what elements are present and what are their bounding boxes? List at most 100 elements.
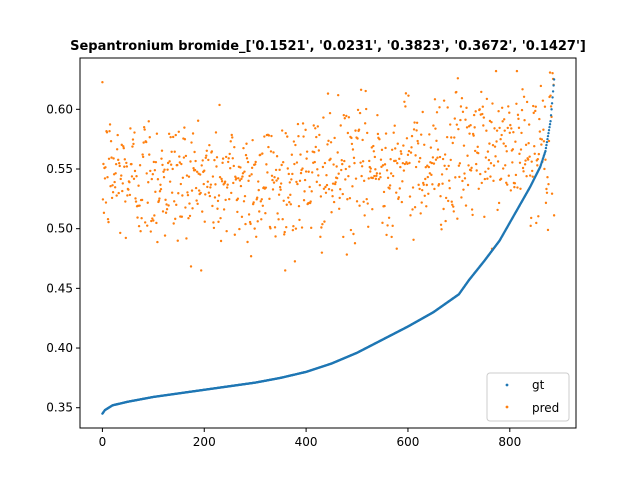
pred-point [347, 174, 350, 178]
pred-point [244, 222, 247, 226]
pred-point [193, 150, 196, 154]
pred-point [248, 220, 252, 224]
pred-point [546, 176, 549, 179]
pred-point [183, 126, 186, 129]
pred-point [291, 172, 294, 176]
pred-point [430, 161, 434, 165]
pred-point [360, 165, 364, 168]
pred-point [125, 165, 129, 168]
pred-point [419, 212, 422, 215]
pred-point [363, 122, 367, 125]
pred-point [271, 178, 274, 182]
pred-point [285, 203, 288, 206]
pred-point [483, 177, 487, 181]
pred-point [289, 203, 293, 206]
pred-point [311, 171, 314, 174]
pred-point [522, 95, 526, 98]
pred-point [398, 157, 401, 161]
pred-point [210, 150, 214, 153]
pred-point [388, 184, 392, 187]
pred-point [381, 221, 384, 225]
pred-point [180, 162, 183, 166]
pred-point [484, 156, 488, 159]
pred-point [350, 142, 354, 146]
pred-point [264, 186, 268, 189]
pred-point [501, 167, 505, 170]
pred-point [242, 200, 246, 203]
pred-point [404, 92, 408, 95]
pred-point [463, 172, 466, 175]
pred-point [136, 216, 139, 219]
pred-point [383, 204, 386, 208]
gt-point [544, 146, 548, 150]
pred-point [508, 111, 511, 114]
pred-point [240, 177, 243, 181]
pred-point [346, 131, 350, 135]
pred-point [427, 192, 430, 195]
pred-point [373, 174, 376, 178]
pred-point [549, 94, 552, 97]
pred-point [185, 174, 189, 177]
pred-point [352, 156, 356, 160]
pred-point [162, 170, 165, 173]
pred-point [531, 175, 534, 178]
pred-point [494, 69, 498, 73]
pred-point [344, 178, 347, 181]
pred-point [457, 127, 460, 131]
pred-point [386, 224, 389, 227]
pred-point [364, 89, 367, 93]
pred-point [487, 167, 490, 170]
pred-point [166, 168, 169, 171]
pred-point [401, 180, 404, 183]
pred-point [459, 105, 463, 108]
pred-point [162, 176, 166, 179]
pred-point [115, 148, 119, 151]
pred-point [243, 194, 247, 198]
pred-point [225, 229, 228, 233]
pred-point [494, 155, 497, 158]
pred-point [404, 105, 407, 108]
pred-point [434, 158, 438, 161]
pred-point [199, 191, 202, 195]
pred-point [399, 165, 402, 169]
pred-point [222, 208, 226, 211]
pred-point [370, 146, 373, 149]
pred-point [289, 193, 292, 197]
pred-point [208, 194, 212, 198]
pred-point [174, 133, 177, 137]
pred-point [446, 199, 450, 203]
pred-point [504, 144, 507, 148]
pred-point [292, 140, 296, 143]
pred-point [470, 166, 473, 170]
pred-point [283, 233, 286, 236]
pred-point [422, 183, 425, 186]
pred-point [330, 189, 334, 192]
pred-point [415, 121, 419, 124]
pred-point [413, 121, 416, 124]
pred-point [349, 228, 353, 232]
pred-point [288, 200, 291, 204]
pred-point [280, 129, 284, 132]
pred-point [122, 145, 125, 148]
pred-point [488, 142, 491, 145]
gt-point [546, 137, 549, 141]
pred-point [250, 173, 253, 176]
pred-point [298, 218, 301, 222]
pred-point [313, 151, 316, 154]
pred-point [416, 139, 419, 143]
pred-point [216, 207, 219, 210]
pred-point [260, 218, 263, 221]
pred-point [433, 98, 437, 101]
pred-point [107, 220, 110, 224]
pred-point [128, 193, 132, 197]
pred-point [505, 181, 508, 184]
pred-point [243, 170, 246, 173]
pred-point [378, 172, 382, 175]
pred-point [450, 200, 453, 203]
pred-point [362, 179, 366, 183]
pred-point [446, 106, 449, 109]
pred-point [317, 174, 320, 177]
pred-point [153, 214, 156, 217]
pred-point [413, 206, 417, 209]
pred-point [511, 148, 515, 151]
